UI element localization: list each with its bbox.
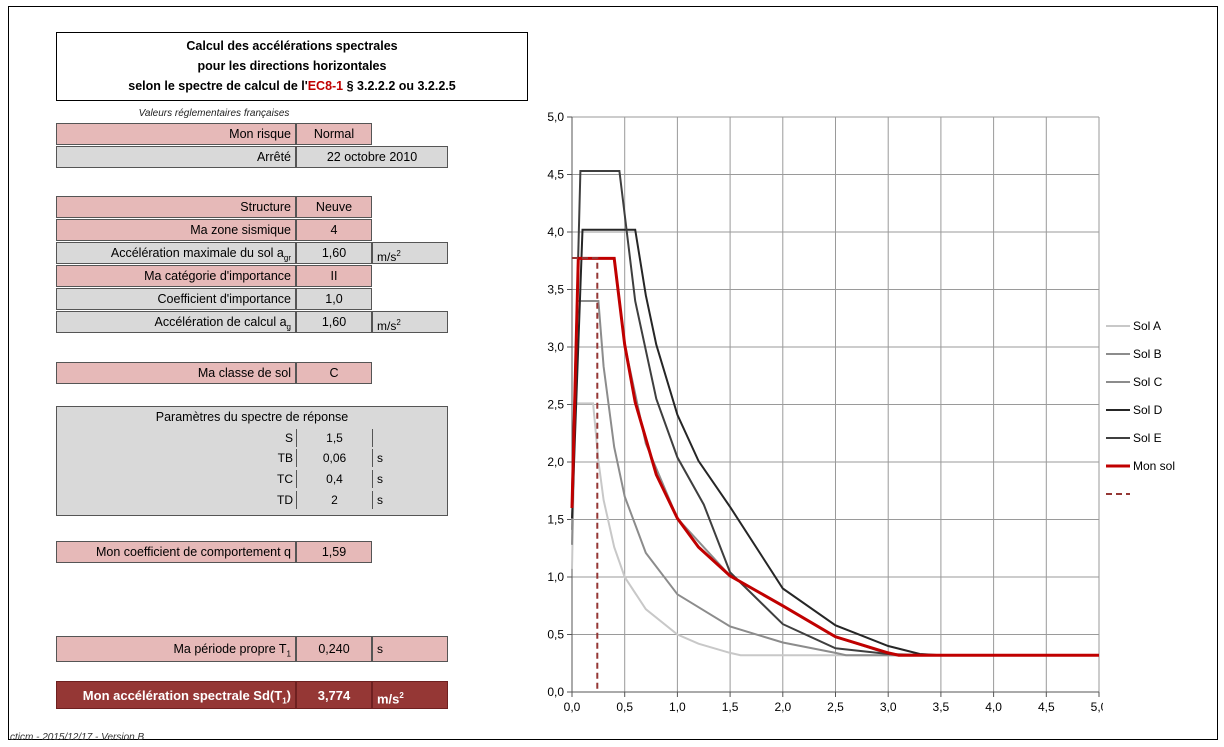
risk-select[interactable]: Normal	[296, 123, 372, 145]
seismic-zone-label: Ma zone sismique	[56, 219, 296, 241]
x-tick-label: 2,5	[827, 700, 844, 714]
legend-item-sol-e-label: Sol E	[1133, 431, 1162, 445]
x-tick-label: 4,0	[985, 700, 1002, 714]
y-tick-label: 4,5	[547, 168, 564, 182]
y-tick-label: 0,0	[547, 685, 564, 699]
param-unit: s	[372, 491, 432, 509]
y-tick-label: 3,5	[547, 283, 564, 297]
y-tick-label: 0,5	[547, 628, 564, 642]
series-line-period-marker	[572, 257, 599, 692]
title-line-2: pour les directions horizontales	[197, 59, 387, 73]
version-footer: cticm - 2015/12/17 - Version B	[10, 732, 145, 743]
param-value: 0,06	[296, 449, 372, 467]
agr-label: Accélération maximale du sol agr	[56, 242, 296, 264]
sheet-title: Calcul des accélérations spectrales pour…	[56, 32, 528, 101]
behavior-coefficient-input[interactable]: 1,59	[296, 541, 372, 563]
x-tick-label: 3,0	[880, 700, 897, 714]
param-row-tc: TC 0,4 s	[57, 468, 447, 489]
param-row-td: TD 2 s	[57, 489, 447, 510]
y-tick-label: 3,0	[547, 340, 564, 354]
spectral-acceleration-label: Mon accélération spectrale Sd(T1)	[56, 681, 296, 709]
param-label: TD	[277, 493, 293, 507]
ag-value: 1,60	[296, 311, 372, 333]
sheet-frame	[8, 6, 1218, 740]
y-tick-label: 1,5	[547, 513, 564, 527]
y-tick-label: 2,5	[547, 398, 564, 412]
structure-select[interactable]: Neuve	[296, 196, 372, 218]
arrete-value: 22 octobre 2010	[296, 146, 448, 168]
importance-category-select[interactable]: II	[296, 265, 372, 287]
spectrum-parameters-box: Paramètres du spectre de réponse S 1,5 T…	[56, 406, 448, 516]
legend-item-mon-sol-label: Mon sol	[1133, 459, 1175, 473]
legend-item-sol-a-label: Sol A	[1133, 319, 1161, 333]
arrete-label: Arrêté	[56, 146, 296, 168]
spectral-acceleration-unit: m/s2	[372, 681, 448, 709]
title-line-3: selon le spectre de calcul de l'EC8-1 § …	[128, 79, 456, 93]
x-tick-label: 4,5	[1038, 700, 1055, 714]
risk-label: Mon risque	[56, 123, 296, 145]
soil-class-label: Ma classe de sol	[56, 362, 296, 384]
param-unit	[372, 429, 432, 447]
param-unit: s	[372, 449, 432, 467]
eurocode-reference: EC8-1	[307, 79, 344, 93]
structure-label: Structure	[56, 196, 296, 218]
subtitle-note: Valeurs réglementaires françaises	[138, 108, 290, 119]
spectrum-chart-svg: 0,0 0,5 1,0 1,5 2,0 2,5 3,0 3,5 4,0 4,5 5,0 0,0 0,5 1…	[547, 110, 1107, 714]
spectrum-chart: 0,0 0,5 1,0 1,5 2,0 2,5 3,0 3,5 4,0 4,5 5,0 0,0 0,5 1…	[537, 100, 1107, 734]
x-tick-label: 0,5	[616, 700, 633, 714]
y-tick-label: 4,0	[547, 225, 564, 239]
ag-unit: m/s2	[372, 311, 448, 333]
title-line-1: Calcul des accélérations spectrales	[186, 39, 398, 53]
x-tick-label: 2,0	[774, 700, 791, 714]
period-label: Ma période propre T1	[56, 636, 296, 662]
param-label: S	[284, 431, 293, 445]
legend-item-sol-c-label: Sol C	[1133, 375, 1163, 389]
y-tick-label: 5,0	[547, 110, 564, 124]
legend-item-sol-b-label: Sol B	[1133, 347, 1162, 361]
param-row-tb: TB 0,06 s	[57, 447, 447, 468]
chart-legend: Sol A Sol B Sol C Sol D Sol E Mon sol	[1106, 319, 1175, 495]
param-value: 2	[296, 491, 372, 509]
y-tick-label: 2,0	[547, 455, 564, 469]
ag-label: Accélération de calcul ag	[56, 311, 296, 333]
x-tick-label: 1,5	[722, 700, 739, 714]
soil-class-select[interactable]: C	[296, 362, 372, 384]
period-unit: s	[372, 636, 448, 662]
x-tick-label: 3,5	[933, 700, 950, 714]
param-value: 1,5	[296, 429, 372, 447]
agr-unit: m/s2	[372, 242, 448, 264]
agr-value: 1,60	[296, 242, 372, 264]
spectral-acceleration-value: 3,774	[296, 681, 372, 709]
x-tick-label: 1,0	[669, 700, 686, 714]
param-label: TB	[277, 451, 293, 465]
param-unit: s	[372, 470, 432, 488]
x-tick-label: 0,0	[564, 700, 581, 714]
spectrum-parameters-title: Paramètres du spectre de réponse	[155, 410, 349, 424]
y-tick-label: 1,0	[547, 570, 564, 584]
param-label: TC	[277, 472, 293, 486]
legend-item-sol-d-label: Sol D	[1133, 403, 1163, 417]
series-line-mon-sol	[570, 256, 1099, 657]
seismic-zone-select[interactable]: 4	[296, 219, 372, 241]
importance-coefficient-label: Coefficient d'importance	[56, 288, 296, 310]
param-value: 0,4	[296, 470, 372, 488]
param-row-s: S 1,5	[57, 429, 447, 447]
behavior-coefficient-label: Mon coefficient de comportement q	[56, 541, 296, 563]
importance-coefficient-value: 1,0	[296, 288, 372, 310]
x-tick-label: 5,0	[1091, 700, 1103, 714]
importance-category-label: Ma catégorie d'importance	[56, 265, 296, 287]
period-input[interactable]: 0,240	[296, 636, 372, 662]
